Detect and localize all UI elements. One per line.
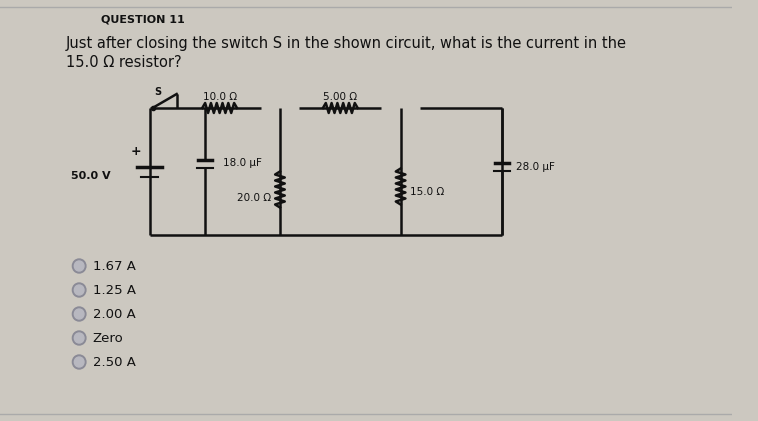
Text: +: + [131,145,142,158]
Circle shape [73,259,86,273]
Circle shape [73,355,86,369]
Text: 1.25 A: 1.25 A [92,283,136,296]
Circle shape [74,261,84,271]
Text: 18.0 μF: 18.0 μF [223,158,262,168]
Text: 1.67 A: 1.67 A [92,259,136,272]
Text: 50.0 V: 50.0 V [71,171,111,181]
Circle shape [73,331,86,345]
Text: 15.0 Ω resistor?: 15.0 Ω resistor? [66,55,181,70]
Text: Just after closing the switch S in the shown circuit, what is the current in the: Just after closing the switch S in the s… [66,36,627,51]
Text: 2.00 A: 2.00 A [92,307,136,320]
Text: Zero: Zero [92,331,124,344]
Text: QUESTION 11: QUESTION 11 [102,14,185,24]
Text: 10.0 Ω: 10.0 Ω [202,92,236,102]
Circle shape [74,309,84,319]
Circle shape [73,307,86,321]
Text: 5.00 Ω: 5.00 Ω [323,92,357,102]
Text: 20.0 Ω: 20.0 Ω [236,192,271,203]
Text: 15.0 Ω: 15.0 Ω [410,187,444,197]
Circle shape [73,283,86,297]
Circle shape [74,357,84,367]
Circle shape [74,333,84,343]
Text: 28.0 μF: 28.0 μF [515,162,554,171]
Text: 2.50 A: 2.50 A [92,355,136,368]
Circle shape [74,285,84,295]
Text: S: S [155,87,161,97]
